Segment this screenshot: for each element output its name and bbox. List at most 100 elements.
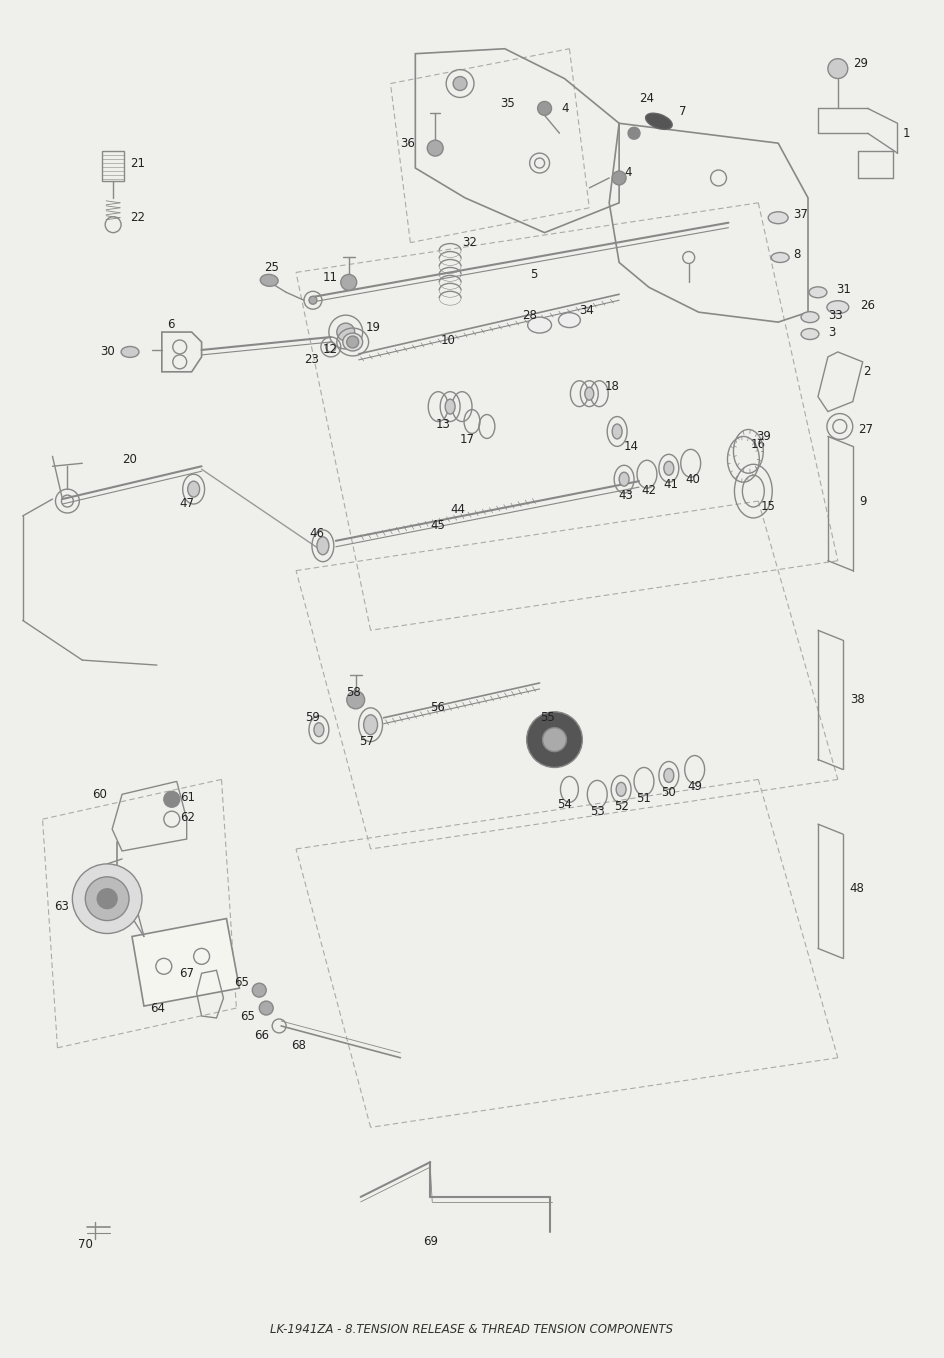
Circle shape bbox=[543, 728, 566, 751]
Text: 39: 39 bbox=[756, 430, 771, 443]
Circle shape bbox=[527, 712, 582, 767]
Text: 59: 59 bbox=[305, 712, 320, 724]
Circle shape bbox=[164, 792, 179, 807]
Text: 68: 68 bbox=[291, 1039, 306, 1052]
Text: 1: 1 bbox=[902, 126, 910, 140]
Text: 4: 4 bbox=[562, 102, 569, 115]
Text: 63: 63 bbox=[55, 900, 69, 913]
Text: 21: 21 bbox=[130, 156, 145, 170]
Text: 24: 24 bbox=[639, 92, 654, 105]
Ellipse shape bbox=[314, 722, 324, 736]
Text: 15: 15 bbox=[760, 500, 775, 512]
Text: 56: 56 bbox=[430, 701, 446, 714]
Text: 52: 52 bbox=[614, 800, 629, 812]
Circle shape bbox=[538, 102, 551, 115]
Ellipse shape bbox=[559, 312, 581, 327]
Text: 25: 25 bbox=[263, 261, 278, 274]
Polygon shape bbox=[132, 918, 240, 1006]
Text: 29: 29 bbox=[852, 57, 868, 71]
Text: 41: 41 bbox=[664, 478, 679, 490]
Text: 17: 17 bbox=[460, 433, 475, 445]
Text: 67: 67 bbox=[178, 967, 194, 979]
Text: 4: 4 bbox=[624, 167, 632, 179]
Text: 70: 70 bbox=[77, 1238, 93, 1251]
Text: 9: 9 bbox=[860, 494, 868, 508]
Text: 49: 49 bbox=[687, 779, 702, 793]
Text: 16: 16 bbox=[750, 437, 766, 451]
Ellipse shape bbox=[801, 329, 819, 340]
Ellipse shape bbox=[619, 473, 629, 486]
Circle shape bbox=[346, 335, 359, 348]
Bar bbox=[102, 151, 124, 181]
Circle shape bbox=[337, 323, 355, 341]
Text: 2: 2 bbox=[863, 365, 870, 379]
Text: 38: 38 bbox=[850, 694, 865, 706]
Text: 51: 51 bbox=[636, 792, 651, 805]
Circle shape bbox=[828, 58, 848, 79]
Text: 53: 53 bbox=[590, 805, 605, 818]
Circle shape bbox=[252, 983, 266, 997]
Text: 11: 11 bbox=[323, 270, 338, 284]
Text: 23: 23 bbox=[304, 353, 319, 367]
Circle shape bbox=[628, 128, 640, 140]
Ellipse shape bbox=[612, 424, 622, 439]
Text: 6: 6 bbox=[167, 318, 175, 330]
Circle shape bbox=[73, 864, 142, 933]
Circle shape bbox=[341, 274, 357, 291]
Text: 3: 3 bbox=[828, 326, 835, 338]
Ellipse shape bbox=[827, 300, 849, 314]
Text: 22: 22 bbox=[130, 212, 145, 224]
Text: 43: 43 bbox=[618, 489, 633, 501]
Text: 58: 58 bbox=[346, 686, 361, 699]
Text: 32: 32 bbox=[462, 236, 477, 249]
Text: 37: 37 bbox=[793, 208, 808, 221]
Text: 20: 20 bbox=[122, 452, 137, 466]
Text: 40: 40 bbox=[685, 473, 700, 486]
Text: 48: 48 bbox=[850, 883, 865, 895]
Ellipse shape bbox=[616, 782, 626, 796]
Text: 50: 50 bbox=[662, 786, 676, 799]
Text: LK-1941ZA - 8.TENSION RELEASE & THREAD TENSION COMPONENTS: LK-1941ZA - 8.TENSION RELEASE & THREAD T… bbox=[271, 1323, 673, 1336]
Text: 47: 47 bbox=[179, 497, 194, 509]
Text: 7: 7 bbox=[679, 105, 686, 118]
Text: 12: 12 bbox=[323, 344, 338, 356]
Circle shape bbox=[346, 691, 364, 709]
Text: 54: 54 bbox=[558, 797, 572, 811]
Circle shape bbox=[453, 76, 467, 91]
Ellipse shape bbox=[809, 287, 827, 297]
Text: 19: 19 bbox=[365, 320, 380, 334]
Text: 66: 66 bbox=[254, 1029, 269, 1043]
Text: 10: 10 bbox=[440, 334, 455, 346]
Circle shape bbox=[309, 296, 317, 304]
Text: 8: 8 bbox=[793, 249, 801, 261]
Circle shape bbox=[260, 1001, 273, 1014]
Text: 65: 65 bbox=[234, 975, 249, 989]
Text: 14: 14 bbox=[624, 440, 639, 452]
Text: 36: 36 bbox=[400, 137, 415, 149]
Ellipse shape bbox=[261, 274, 278, 287]
Circle shape bbox=[97, 888, 117, 909]
Ellipse shape bbox=[528, 318, 551, 333]
Text: 44: 44 bbox=[450, 502, 465, 516]
Text: 57: 57 bbox=[359, 735, 374, 748]
Ellipse shape bbox=[317, 536, 329, 554]
Ellipse shape bbox=[664, 462, 674, 475]
Text: 34: 34 bbox=[580, 304, 594, 316]
Ellipse shape bbox=[664, 769, 674, 782]
Ellipse shape bbox=[363, 714, 378, 735]
Ellipse shape bbox=[801, 312, 819, 323]
Text: 35: 35 bbox=[499, 96, 514, 110]
Text: 33: 33 bbox=[828, 308, 843, 322]
Circle shape bbox=[612, 171, 626, 185]
Text: 60: 60 bbox=[93, 788, 108, 801]
Text: 18: 18 bbox=[604, 380, 619, 394]
Text: 69: 69 bbox=[423, 1236, 438, 1248]
Text: 62: 62 bbox=[179, 811, 194, 824]
Ellipse shape bbox=[343, 333, 362, 350]
Text: 27: 27 bbox=[858, 422, 872, 436]
Text: 55: 55 bbox=[540, 712, 555, 724]
Circle shape bbox=[85, 877, 129, 921]
Ellipse shape bbox=[771, 253, 789, 262]
Text: 65: 65 bbox=[241, 1009, 255, 1023]
Ellipse shape bbox=[768, 212, 788, 224]
